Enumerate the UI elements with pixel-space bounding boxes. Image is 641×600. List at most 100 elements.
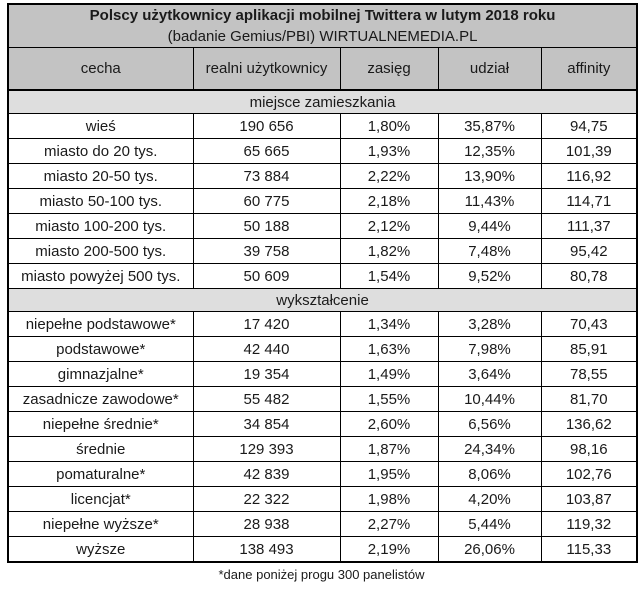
table-row: niepełne podstawowe* 17 420 1,34% 3,28% 70,4… — [7, 311, 638, 337]
table-cell: 3,28% — [437, 311, 542, 337]
table-body: Polscy użytkownicy aplikacji mobilnej Tw… — [7, 3, 638, 563]
table-row: miasto 50-100 tys. 60 775 2,18% 11,43% 114,7… — [7, 188, 638, 214]
table-row: średnie 129 393 1,87% 24,34% 98,16 — [7, 436, 638, 462]
row-label: miasto do 20 tys. — [7, 138, 194, 164]
table-cell: 111,37 — [540, 213, 638, 239]
table-cell: 11,43% — [437, 188, 542, 214]
table-cell: 3,64% — [437, 361, 542, 387]
table-cell: 9,52% — [437, 263, 542, 289]
table-cell: 78,55 — [540, 361, 638, 387]
table-cell: 2,12% — [339, 213, 439, 239]
table-row: podstawowe* 42 440 1,63% 7,98% 85,91 — [7, 336, 638, 362]
table-cell: 1,63% — [339, 336, 439, 362]
table-row: miasto 100-200 tys. 50 188 2,12% 9,44% 111,3… — [7, 213, 638, 239]
column-header-zasieg: zasięg — [339, 47, 439, 91]
column-header-cecha: cecha — [7, 47, 194, 91]
table-row: zasadnicze zawodowe* 55 482 1,55% 10,44% 81,… — [7, 386, 638, 412]
row-label: miasto 200-500 tys. — [7, 238, 194, 264]
table-cell: 28 938 — [192, 511, 341, 537]
table-cell: 2,18% — [339, 188, 439, 214]
table-cell: 34 854 — [192, 411, 341, 437]
table-cell: 1,98% — [339, 486, 439, 512]
table-cell: 94,75 — [540, 113, 638, 139]
table-cell: 2,27% — [339, 511, 439, 537]
row-label: miasto 20-50 tys. — [7, 163, 194, 189]
table-cell: 17 420 — [192, 311, 341, 337]
row-label: miasto powyżej 500 tys. — [7, 263, 194, 289]
table-row: miasto 200-500 tys. 39 758 1,82% 7,48% 95,42 — [7, 238, 638, 264]
table-cell: 98,16 — [540, 436, 638, 462]
column-header-udzial: udział — [437, 47, 542, 91]
table-cell: 19 354 — [192, 361, 341, 387]
table-cell: 10,44% — [437, 386, 542, 412]
table-row: miasto do 20 tys. 65 665 1,93% 12,35% 101,39 — [7, 138, 638, 164]
row-label: licencjat* — [7, 486, 194, 512]
row-label: miasto 100-200 tys. — [7, 213, 194, 239]
section-header-row: miejsce zamieszkania — [7, 89, 638, 114]
row-label: wieś — [7, 113, 194, 139]
table-cell: 39 758 — [192, 238, 341, 264]
table-cell: 13,90% — [437, 163, 542, 189]
table-cell: 60 775 — [192, 188, 341, 214]
table-cell: 4,20% — [437, 486, 542, 512]
table-row: miasto powyżej 500 tys. 50 609 1,54% 9,52% 8… — [7, 263, 638, 289]
table-row: pomaturalne* 42 839 1,95% 8,06% 102,76 — [7, 461, 638, 487]
row-label: miasto 50-100 tys. — [7, 188, 194, 214]
row-label: podstawowe* — [7, 336, 194, 362]
row-label: niepełne podstawowe* — [7, 311, 194, 337]
table-cell: 9,44% — [437, 213, 542, 239]
row-label: pomaturalne* — [7, 461, 194, 487]
table-row: licencjat* 22 322 1,98% 4,20% 103,87 — [7, 486, 638, 512]
section-header: wykształcenie — [7, 288, 638, 312]
row-label: niepełne wyższe* — [7, 511, 194, 537]
row-label: średnie — [7, 436, 194, 462]
table-cell: 80,78 — [540, 263, 638, 289]
table-cell: 50 609 — [192, 263, 341, 289]
table-cell: 6,56% — [437, 411, 542, 437]
table-cell: 24,34% — [437, 436, 542, 462]
table-cell: 26,06% — [437, 536, 542, 563]
table-cell: 119,32 — [540, 511, 638, 537]
table-cell: 103,87 — [540, 486, 638, 512]
table-cell: 1,55% — [339, 386, 439, 412]
table-cell: 129 393 — [192, 436, 341, 462]
table-cell: 22 322 — [192, 486, 341, 512]
table-cell: 55 482 — [192, 386, 341, 412]
table-cell: 190 656 — [192, 113, 341, 139]
table-cell: 8,06% — [437, 461, 542, 487]
column-header-row: cecha realni użytkownicy zasięg udział a… — [7, 47, 638, 91]
table-cell: 42 440 — [192, 336, 341, 362]
table-cell: 65 665 — [192, 138, 341, 164]
section-header: miejsce zamieszkania — [7, 89, 638, 114]
table-cell: 95,42 — [540, 238, 638, 264]
table-cell: 5,44% — [437, 511, 542, 537]
title-row: Polscy użytkownicy aplikacji mobilnej Tw… — [7, 3, 638, 48]
table-cell: 101,39 — [540, 138, 638, 164]
table-cell: 2,22% — [339, 163, 439, 189]
table-row: niepełne wyższe* 28 938 2,27% 5,44% 119,32 — [7, 511, 638, 537]
footnote: *dane poniżej progu 300 panelistów — [218, 567, 425, 582]
table-cell: 1,34% — [339, 311, 439, 337]
table-row: gimnazjalne* 19 354 1,49% 3,64% 78,55 — [7, 361, 638, 387]
row-label: niepełne średnie* — [7, 411, 194, 437]
table-cell: 136,62 — [540, 411, 638, 437]
table-cell: 42 839 — [192, 461, 341, 487]
table-cell: 73 884 — [192, 163, 341, 189]
section-header-row: wykształcenie — [7, 288, 638, 312]
table-cell: 1,80% — [339, 113, 439, 139]
table-cell: 102,76 — [540, 461, 638, 487]
table-cell: 12,35% — [437, 138, 542, 164]
row-label: gimnazjalne* — [7, 361, 194, 387]
table-row: niepełne średnie* 34 854 2,60% 6,56% 136,62 — [7, 411, 638, 437]
table-cell: 7,98% — [437, 336, 542, 362]
statistics-table: Polscy użytkownicy aplikacji mobilnej Tw… — [7, 3, 639, 563]
table-cell: 1,93% — [339, 138, 439, 164]
table-cell: 1,49% — [339, 361, 439, 387]
table-title-cell: Polscy użytkownicy aplikacji mobilnej Tw… — [7, 3, 638, 48]
table-cell: 85,91 — [540, 336, 638, 362]
table-title: Polscy użytkownicy aplikacji mobilnej Tw… — [89, 7, 556, 24]
table-cell: 7,48% — [437, 238, 542, 264]
table-subtitle: (badanie Gemius/PBI) WIRTUALNEMEDIA.PL — [167, 28, 478, 45]
table-row: wieś 190 656 1,80% 35,87% 94,75 — [7, 113, 638, 139]
